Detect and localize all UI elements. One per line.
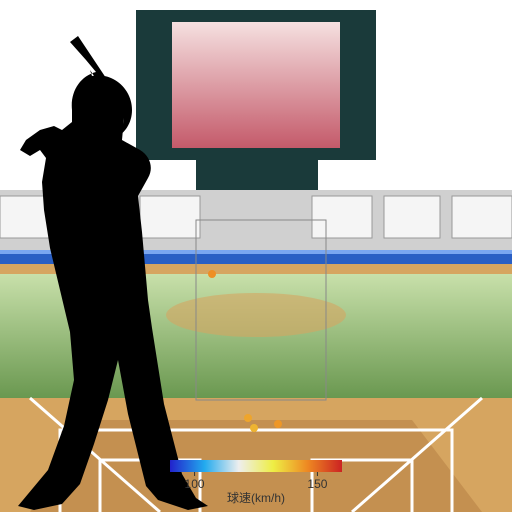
colorbar-title: 球速(km/h) bbox=[227, 491, 285, 505]
pitch-marker bbox=[250, 424, 258, 432]
stands-panel bbox=[140, 196, 200, 238]
stands-panel bbox=[312, 196, 372, 238]
colorbar: 100 150 球速(km/h) bbox=[164, 456, 348, 505]
colorbar-gradient bbox=[170, 460, 342, 472]
scoreboard-support bbox=[196, 160, 318, 190]
pitch-location-chart: 100 150 球速(km/h) bbox=[0, 0, 512, 512]
mound-dirt bbox=[166, 293, 346, 337]
stands-panel bbox=[452, 196, 512, 238]
pitch-marker bbox=[208, 270, 216, 278]
scoreboard-screen bbox=[172, 22, 340, 148]
pitch-marker bbox=[244, 414, 252, 422]
stands-panel bbox=[384, 196, 440, 238]
pitch-marker bbox=[274, 420, 282, 428]
helmet-brim bbox=[110, 104, 130, 112]
colorbar-tick-label: 100 bbox=[185, 477, 205, 491]
colorbar-tick-label: 150 bbox=[307, 477, 327, 491]
